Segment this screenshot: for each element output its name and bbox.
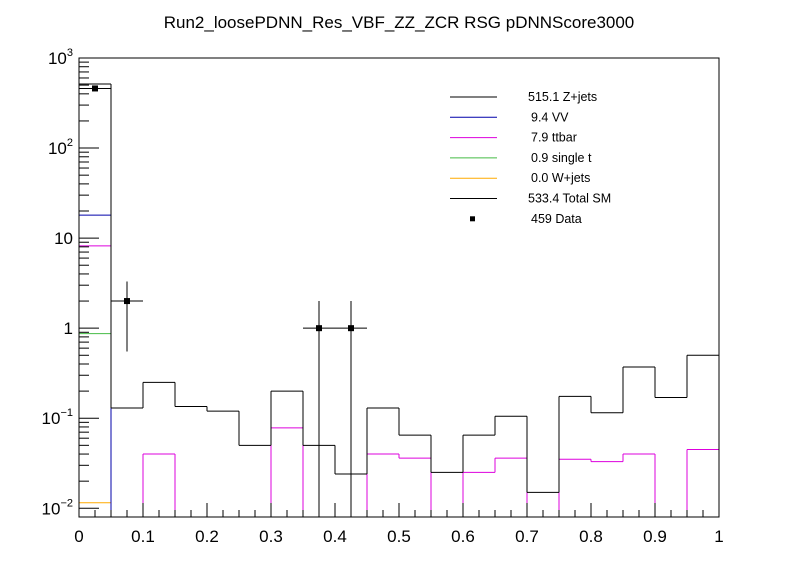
legend-entry-total-sm: 533.4 Total SM [450, 192, 611, 206]
y-tick-label-exponent: 2 [67, 137, 73, 149]
y-tick-label-0.1: 10−1 [42, 407, 73, 428]
legend-marker-data [470, 216, 475, 222]
legend-label-w-jets: 0.0 W+jets [531, 171, 590, 185]
axes-layer: 0 0.1 0.2 0.3 0.4 0.5 0.6 0.7 0.8 0.9 110−210−1110… [42, 47, 724, 546]
data-point-2 [316, 325, 322, 332]
legend-entry-z-jets: 515.1 Z+jets [450, 90, 597, 104]
x-tick-label-0.9: 0.9 [643, 527, 667, 546]
y-tick-label-10: 10 [54, 229, 73, 248]
y-tick-label-base: 10 [42, 499, 61, 518]
legend-entry-w-jets: 0.0 W+jets [450, 171, 590, 185]
y-tick-label-base: 10 [42, 409, 61, 428]
y-tick-label-1000: 103 [48, 47, 73, 68]
legend-entry-ttbar: 7.9 ttbar [450, 131, 577, 145]
legend-entry-vv: 9.4 VV [450, 110, 569, 124]
x-tick-label-0.6: 0.6 [451, 527, 475, 546]
data-points-layer [79, 85, 367, 517]
series-z-jets [78, 83, 719, 517]
y-tick-label-base: 10 [48, 49, 67, 68]
x-tick-label-0.8: 0.8 [579, 527, 603, 546]
legend-label-vv: 9.4 VV [531, 110, 569, 124]
y-tick-label-exponent: −2 [60, 497, 73, 509]
legend-label-total-sm: 533.4 Total SM [528, 192, 611, 206]
histogram-layer [78, 83, 719, 518]
y-tick-label-base: 1 [64, 319, 73, 338]
y-tick-label-1: 1 [64, 319, 73, 338]
x-tick-label-0.1: 0.1 [131, 527, 155, 546]
y-tick-label-exponent: 3 [67, 47, 73, 59]
x-tick-label-0.7: 0.7 [515, 527, 539, 546]
x-tick-label-0: 0 [74, 527, 83, 546]
x-tick-label-0.4: 0.4 [323, 527, 347, 546]
data-point-0 [92, 85, 98, 92]
x-tick-label-1: 1 [714, 527, 723, 546]
legend-label-ttbar: 7.9 ttbar [531, 131, 577, 145]
x-tick-label-0.3: 0.3 [259, 527, 283, 546]
legend-entry-single-t: 0.9 single t [450, 151, 592, 165]
y-tick-label-base: 10 [48, 139, 67, 158]
legend: 515.1 Z+jets 9.4 VV 7.9 ttbar 0.9 single… [450, 90, 611, 226]
data-point-3 [348, 325, 354, 332]
chart-title: Run2_loosePDNN_Res_VBF_ZZ_ZCR RSG pDNNSc… [164, 13, 635, 32]
y-tick-label-0.01: 10−2 [42, 497, 73, 518]
legend-label-data: 459 Data [531, 212, 582, 226]
legend-label-z-jets: 515.1 Z+jets [528, 90, 597, 104]
y-tick-label-base: 10 [54, 229, 73, 248]
legend-entry-data: 459 Data [470, 212, 582, 226]
x-tick-label-0.2: 0.2 [195, 527, 219, 546]
x-tick-label-0.5: 0.5 [387, 527, 411, 546]
data-point-1 [124, 298, 130, 305]
y-tick-label-exponent: −1 [60, 407, 73, 419]
legend-label-single-t: 0.9 single t [531, 151, 592, 165]
y-tick-label-100: 102 [48, 137, 73, 158]
plot-frame [78, 57, 720, 518]
